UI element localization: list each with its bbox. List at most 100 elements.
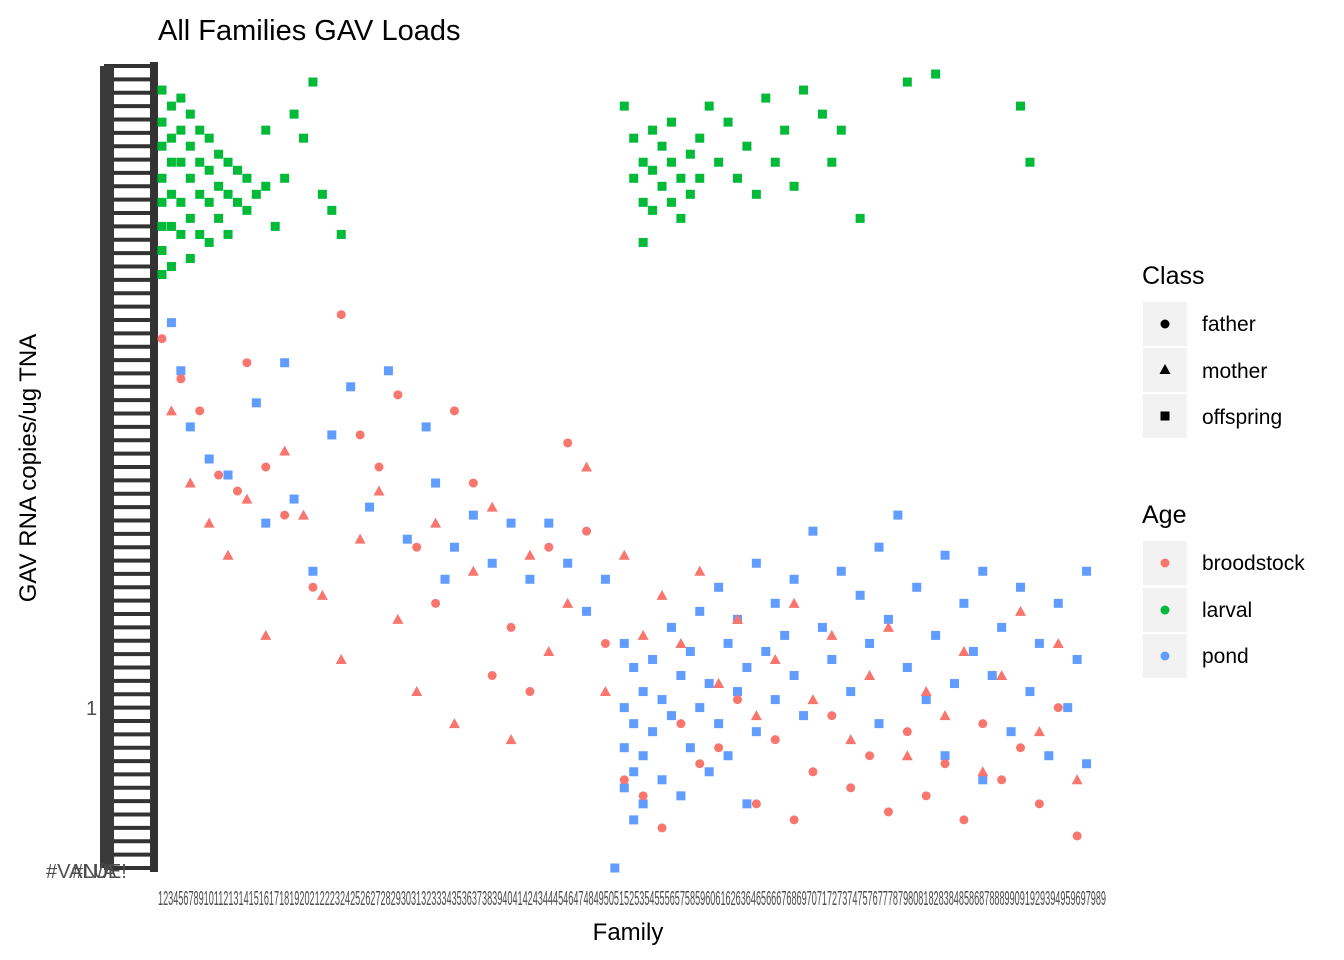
- data-point-broodstock-triangle: [977, 766, 989, 777]
- data-point-broodstock-circle: [336, 310, 346, 320]
- data-point-pond-square: [1082, 759, 1092, 769]
- data-point-pond-square: [912, 582, 922, 592]
- data-point-pond-square: [949, 679, 959, 689]
- data-point-pond-square: [978, 775, 988, 785]
- data-point-broodstock-triangle: [637, 629, 649, 640]
- data-point-broodstock-triangle: [1071, 774, 1083, 785]
- data-point-broodstock-circle: [214, 470, 224, 480]
- data-point-broodstock-triangle: [448, 718, 460, 729]
- data-point-pond-square: [921, 695, 931, 705]
- data-point-broodstock-circle: [808, 767, 818, 777]
- data-point-larval-square: [676, 213, 686, 223]
- legend-label-offspring: offspring: [1202, 406, 1282, 429]
- data-point-pond-square: [610, 863, 620, 873]
- data-point-pond-square: [836, 566, 846, 576]
- data-point-larval-square: [780, 125, 790, 135]
- data-point-broodstock-triangle: [184, 477, 196, 488]
- data-point-pond-square: [770, 695, 780, 705]
- data-point-pond-square: [1025, 687, 1035, 697]
- data-point-pond-square: [289, 494, 299, 504]
- data-point-pond-square: [619, 783, 629, 793]
- data-point-broodstock-triangle: [543, 645, 555, 656]
- legend-key-pond: [1160, 651, 1170, 661]
- data-point-larval-square: [280, 173, 290, 183]
- data-point-larval-square: [232, 165, 242, 175]
- data-point-larval-square: [195, 125, 205, 135]
- data-point-broodstock-triangle: [1033, 726, 1045, 737]
- data-point-pond-square: [648, 727, 658, 737]
- data-point-pond-square: [978, 566, 988, 576]
- plot-points-layer: [157, 69, 1092, 873]
- data-point-pond-square: [817, 622, 827, 632]
- data-point-broodstock-triangle: [618, 549, 630, 560]
- data-point-larval-square: [629, 173, 639, 183]
- data-point-broodstock-triangle: [279, 445, 291, 456]
- data-point-pond-square: [431, 478, 441, 488]
- data-point-broodstock-circle: [355, 430, 365, 440]
- data-point-broodstock-triangle: [260, 629, 272, 640]
- data-point-larval-square: [666, 157, 676, 167]
- data-point-larval-square: [931, 69, 941, 79]
- data-point-broodstock-circle: [242, 358, 252, 368]
- data-point-broodstock-circle: [157, 334, 167, 344]
- y-tick-label-na: #N/A: [72, 861, 117, 883]
- data-point-larval-square: [157, 245, 167, 255]
- data-point-broodstock-triangle: [581, 461, 593, 472]
- y-axis-tick-stack: [100, 64, 150, 870]
- data-point-larval-square: [1016, 101, 1026, 111]
- data-point-larval-square: [799, 85, 809, 95]
- data-point-broodstock-triangle: [826, 629, 838, 640]
- legend-key-offspring-square: [1160, 411, 1170, 421]
- data-point-pond-square: [723, 638, 733, 648]
- legend-age-title: Age: [1142, 501, 1186, 529]
- data-point-pond-square: [855, 590, 865, 600]
- data-point-broodstock-circle: [563, 438, 573, 448]
- data-point-larval-square: [770, 157, 780, 167]
- data-point-larval-square: [157, 117, 167, 127]
- data-point-pond-square: [1063, 703, 1073, 713]
- data-point-broodstock-circle: [487, 671, 497, 681]
- data-point-larval-square: [204, 237, 214, 247]
- data-point-pond-square: [619, 703, 629, 713]
- data-point-pond-square: [506, 518, 516, 528]
- data-point-larval-square: [666, 197, 676, 207]
- data-point-larval-square: [176, 229, 186, 239]
- data-point-larval-square: [817, 109, 827, 119]
- data-point-larval-square: [789, 181, 799, 191]
- data-point-larval-square: [619, 101, 629, 111]
- data-point-larval-square: [166, 157, 176, 167]
- data-point-broodstock-triangle: [1052, 637, 1064, 648]
- data-point-pond-square: [657, 775, 667, 785]
- data-point-broodstock-triangle: [467, 565, 479, 576]
- data-point-pond-square: [997, 622, 1007, 632]
- data-point-broodstock-triangle: [750, 710, 762, 721]
- data-point-broodstock-triangle: [524, 549, 536, 560]
- data-point-broodstock-triangle: [656, 589, 668, 600]
- data-point-broodstock-circle: [657, 823, 667, 833]
- data-point-larval-square: [836, 125, 846, 135]
- data-point-larval-square: [176, 125, 186, 135]
- data-point-pond-square: [563, 558, 573, 568]
- data-point-larval-square: [761, 93, 771, 103]
- data-point-broodstock-circle: [468, 478, 478, 488]
- y-tick-label-one: 1: [86, 698, 97, 720]
- data-point-larval-square: [648, 165, 658, 175]
- data-point-pond-square: [1072, 654, 1082, 664]
- data-point-larval-square: [1025, 157, 1035, 167]
- data-point-broodstock-triangle: [430, 517, 442, 528]
- data-point-larval-square: [261, 181, 271, 191]
- data-point-pond-square: [176, 366, 186, 376]
- data-point-larval-square: [195, 229, 205, 239]
- data-point-larval-square: [732, 173, 742, 183]
- data-point-larval-square: [657, 181, 667, 191]
- data-point-pond-square: [751, 558, 761, 568]
- data-point-broodstock-triangle: [882, 621, 894, 632]
- data-point-pond-square: [751, 727, 761, 737]
- data-point-pond-square: [732, 687, 742, 697]
- data-point-pond-square: [695, 606, 705, 616]
- data-point-larval-square: [195, 189, 205, 199]
- data-point-broodstock-circle: [638, 791, 648, 801]
- data-point-broodstock-circle: [827, 711, 837, 721]
- data-point-pond-square: [676, 671, 686, 681]
- data-point-pond-square: [959, 598, 969, 608]
